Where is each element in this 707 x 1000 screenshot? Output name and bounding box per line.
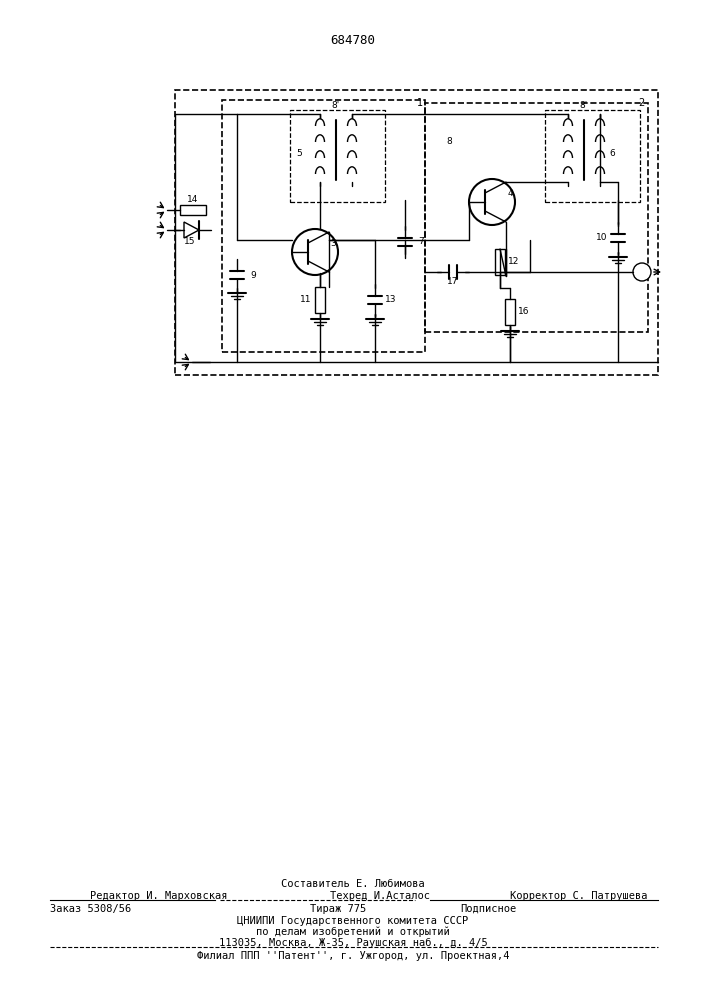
Circle shape [633, 263, 651, 281]
Text: 16: 16 [518, 308, 530, 316]
Bar [290, 110, 385, 202]
Text: 10: 10 [596, 233, 608, 242]
Text: Техред И.Асталос: Техред И.Асталос [330, 891, 430, 901]
Text: 6: 6 [609, 148, 615, 157]
Text: Заказ 5308/56: Заказ 5308/56 [50, 904, 132, 914]
Bar [495, 249, 505, 275]
Bar [315, 287, 325, 313]
Text: по делам изобретений и открытий: по делам изобретений и открытий [256, 927, 450, 937]
Text: Редактор И. Марховская: Редактор И. Марховская [90, 891, 228, 901]
Text: Корректор С. Патрушева: Корректор С. Патрушева [510, 891, 648, 901]
Text: Подписное: Подписное [460, 904, 516, 914]
Text: 8': 8' [580, 101, 588, 109]
Text: 12: 12 [508, 257, 520, 266]
Circle shape [469, 179, 515, 225]
Text: 15: 15 [185, 237, 196, 246]
Bar [425, 103, 648, 332]
Text: 3: 3 [330, 239, 336, 248]
Text: 17: 17 [448, 277, 459, 286]
Bar [180, 205, 206, 215]
Text: 11: 11 [300, 296, 312, 304]
Text: 4: 4 [507, 190, 513, 198]
Bar [505, 299, 515, 325]
Text: 1: 1 [417, 98, 423, 108]
Text: 14: 14 [187, 196, 199, 205]
Text: 5: 5 [296, 148, 302, 157]
Bar [222, 100, 425, 352]
Text: 9: 9 [250, 270, 256, 279]
Text: 684780: 684780 [330, 33, 375, 46]
Text: 2: 2 [638, 98, 644, 108]
Text: Тираж 775: Тираж 775 [310, 904, 366, 914]
Text: 8: 8 [446, 137, 452, 146]
Bar [175, 90, 658, 375]
Text: 13: 13 [385, 296, 397, 304]
Text: Филиал ППП ''Патент'', г. Ужгород, ул. Проектная,4: Филиал ППП ''Патент'', г. Ужгород, ул. П… [197, 951, 509, 961]
Bar [545, 110, 640, 202]
Text: ЦНИИПИ Государственного комитета СССР: ЦНИИПИ Государственного комитета СССР [238, 916, 469, 926]
Text: 8': 8' [332, 101, 340, 109]
Text: 113035, Москва, Ж-35, Раушская наб., д. 4/5: 113035, Москва, Ж-35, Раушская наб., д. … [218, 938, 487, 948]
Text: 7: 7 [418, 237, 424, 246]
Circle shape [292, 229, 338, 275]
Text: Составитель Е. Любимова: Составитель Е. Любимова [281, 879, 425, 889]
